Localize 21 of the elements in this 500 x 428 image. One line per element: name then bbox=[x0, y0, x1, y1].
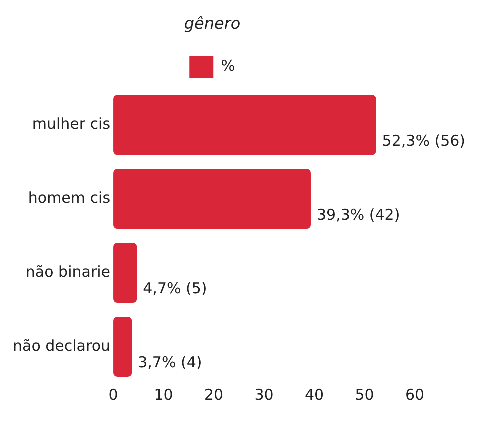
bar bbox=[114, 317, 132, 377]
x-tick-label: 0 bbox=[108, 386, 118, 404]
y-tick-label: mulher cis bbox=[32, 115, 111, 134]
x-tick-label: 50 bbox=[355, 386, 374, 404]
data-label: 52,3% (56) bbox=[382, 132, 466, 150]
bar bbox=[114, 169, 311, 230]
bar bbox=[114, 243, 138, 304]
y-tick-label: não binarie bbox=[26, 262, 111, 281]
y-tick-label: não declarou bbox=[12, 336, 111, 355]
x-tick-label: 20 bbox=[204, 386, 224, 404]
chart-title: gênero bbox=[184, 14, 241, 33]
legend-label: % bbox=[221, 57, 236, 76]
y-tick-label: homem cis bbox=[28, 189, 111, 208]
x-tick-label: 30 bbox=[254, 386, 274, 404]
x-tick-label: 60 bbox=[405, 386, 425, 404]
x-tick-label: 40 bbox=[304, 386, 324, 404]
x-tick-label: 10 bbox=[154, 386, 174, 404]
data-label: 3,7% (4) bbox=[138, 354, 202, 372]
data-label: 39,3% (42) bbox=[316, 206, 400, 224]
bar bbox=[114, 95, 376, 156]
data-label: 4,7% (5) bbox=[143, 280, 208, 298]
